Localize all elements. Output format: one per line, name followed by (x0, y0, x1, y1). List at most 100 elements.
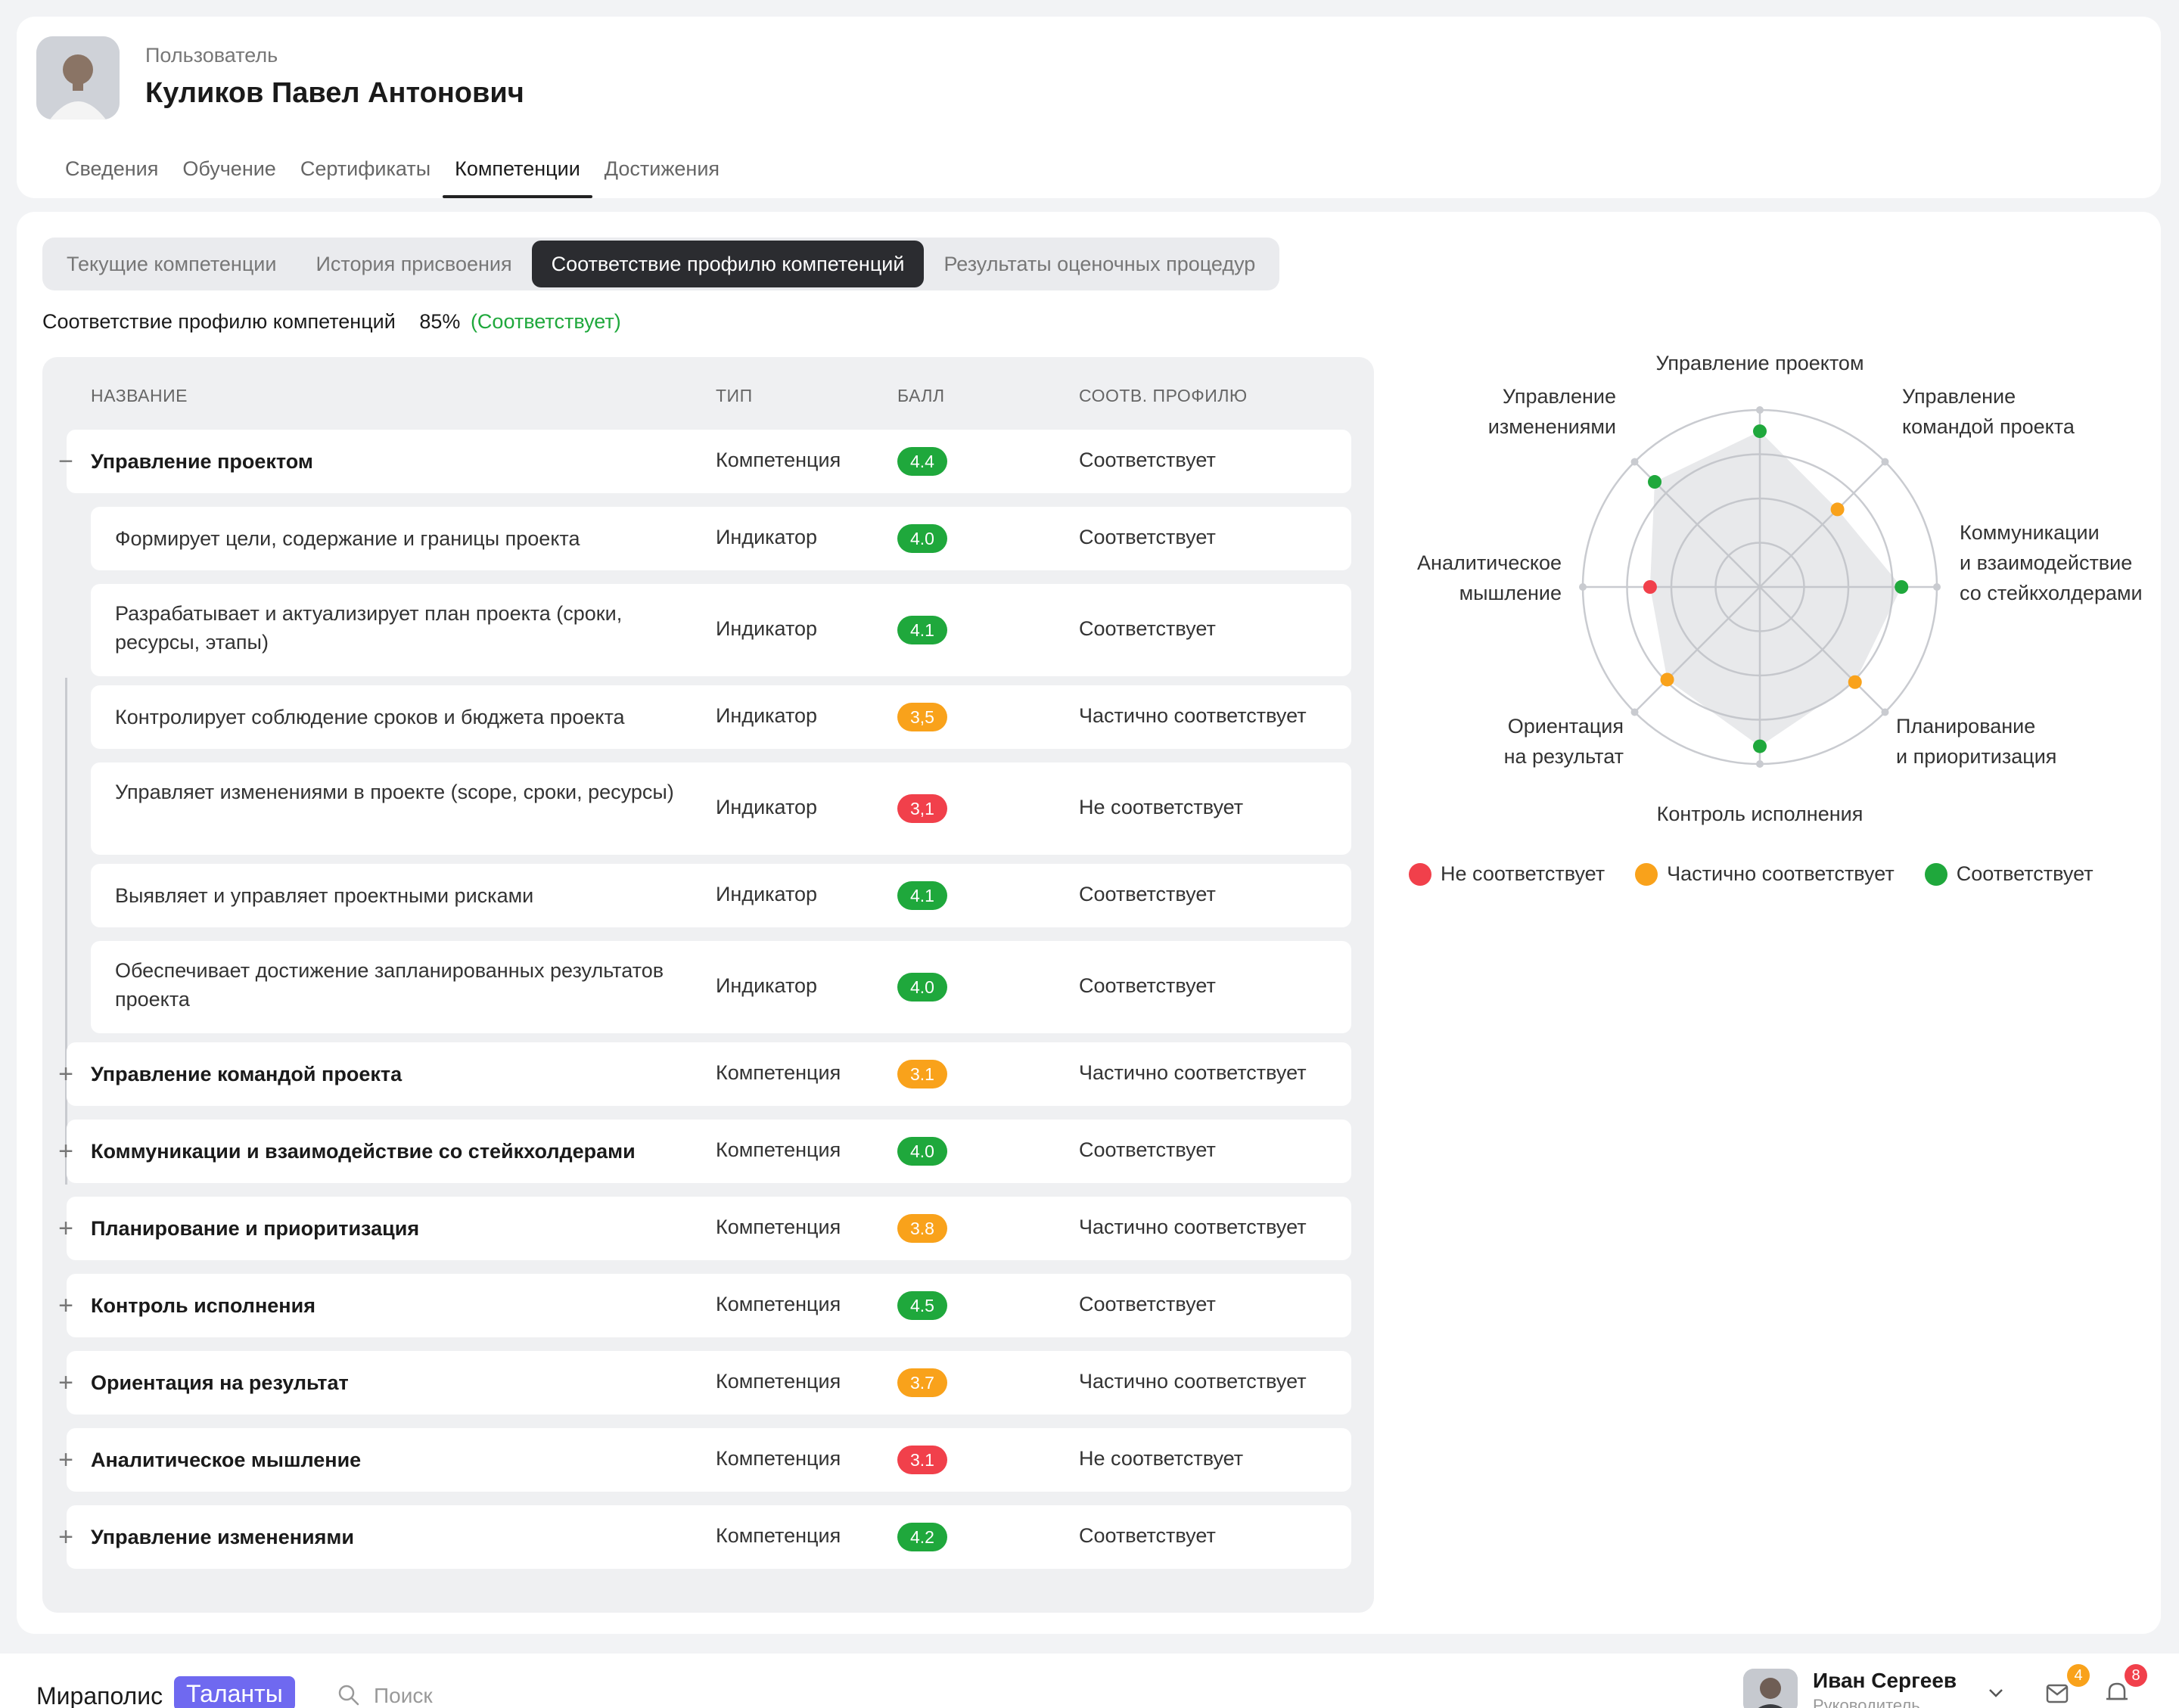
row-match-status: Соответствует (1079, 1293, 1216, 1315)
tab-achievements[interactable]: Достижения (604, 157, 720, 180)
radar-axis-end (1579, 583, 1587, 591)
radar-axis-label: Контроль исполнения (1571, 799, 1949, 829)
row-type: Индикатор (716, 617, 818, 640)
subtab-profile-match[interactable]: Соответствие профилю компетенций (531, 241, 925, 287)
tab-training[interactable]: Обучение (182, 157, 276, 180)
competency-name: Коммуникации и взаимодействие со стейкхо… (91, 1140, 636, 1163)
competency-row[interactable]: Аналитическое мышление Компетенция 3.1 Не с… (67, 1428, 1351, 1492)
user-label: Пользователь (145, 44, 278, 67)
indicator-row[interactable]: Контролирует соблюдение сроков и бюджета… (91, 685, 1351, 749)
score-badge: 4.1 (897, 881, 947, 910)
competency-row[interactable]: Управление командой проекта Компетенция 3.… (67, 1042, 1351, 1106)
indicator-row[interactable]: Формирует цели, содержание и границы про… (91, 507, 1351, 570)
score-badge: 4.0 (897, 1137, 947, 1166)
radar-point (1753, 739, 1767, 753)
competency-name: Контроль исполнения (91, 1294, 316, 1317)
score-badge: 3.7 (897, 1368, 947, 1397)
indicator-row[interactable]: Обеспечивает достижение запланированных … (91, 941, 1351, 1033)
row-match-status: Соответствует (1079, 449, 1216, 471)
expand-icon[interactable]: + (58, 1446, 73, 1474)
radar-axis-label-line: Планирование (1896, 715, 2036, 738)
messages-icon[interactable] (2043, 1676, 2076, 1708)
tab-competencies[interactable]: Компетенции (443, 153, 592, 198)
tab-info[interactable]: Сведения (65, 157, 159, 180)
score-badge: 4.2 (897, 1523, 947, 1551)
subtab-history[interactable]: История присвоения (316, 253, 512, 275)
radar-axis-label-line: и приоритизация (1896, 745, 2057, 768)
row-match-status: Соответствует (1079, 1524, 1216, 1547)
row-match-status: Не соответствует (1079, 796, 1244, 818)
search-input[interactable]: Поиск (374, 1684, 433, 1707)
subtab-assessment-results[interactable]: Результаты оценочных процедур (943, 253, 1256, 275)
row-type: Компетенция (716, 1524, 841, 1547)
row-match-status: Соответствует (1079, 883, 1216, 905)
current-user-name[interactable]: Иван Сергеев (1813, 1669, 1957, 1692)
messages-count-badge: 4 (2067, 1664, 2090, 1687)
search-icon[interactable] (337, 1684, 360, 1706)
page-title: Куликов Павел Антонович (145, 77, 524, 109)
radar-axis-label-line: Управление (1502, 385, 1616, 408)
row-match-status: Соответствует (1079, 526, 1216, 548)
expand-icon[interactable]: + (58, 1060, 73, 1088)
expand-icon[interactable]: + (58, 1523, 73, 1551)
brand-tag[interactable]: Таланты (174, 1676, 295, 1708)
score-badge: 3.1 (897, 1060, 947, 1088)
radar-axis-label-line: Контроль исполнения (1656, 803, 1863, 825)
radar-point (1895, 580, 1909, 594)
indicator-name: Формирует цели, содержание и границы про… (115, 527, 580, 550)
indicator-name: Управляет изменениями в проекте (scope, … (115, 781, 674, 803)
score-badge: 4.0 (897, 973, 947, 1002)
radar-axis-label-line: Управление проектом (1655, 352, 1864, 374)
legend-label-orange: Частично соответствует (1667, 862, 1895, 885)
score-badge: 4.4 (897, 447, 947, 476)
summary-status: (Соответствует) (470, 310, 621, 333)
indicator-name: Контролирует соблюдение сроков и бюджета… (115, 706, 625, 728)
indicator-row[interactable]: Разрабатывает и актуализирует план проек… (91, 584, 1351, 676)
radar-point (1753, 424, 1767, 439)
subtab-current[interactable]: Текущие компетенции (67, 253, 277, 275)
row-match-status: Соответствует (1079, 974, 1216, 997)
chevron-down-icon[interactable] (1985, 1682, 2006, 1703)
indicator-row[interactable]: Выявляет и управляет проектными рисками И… (91, 864, 1351, 927)
row-match-status: Не соответствует (1079, 1447, 1244, 1470)
radar-axis-label: Планирование и приоритизация (1896, 711, 2056, 772)
competency-row[interactable]: Управление проектом Компетенция 4.4 Соответ… (67, 430, 1351, 493)
expand-icon[interactable]: + (58, 1368, 73, 1397)
bottom-bar: Мираполис Таланты Поиск Иван Сергеев Рук… (0, 1654, 2179, 1708)
radar-point (1848, 675, 1862, 689)
score-badge: 4.0 (897, 524, 947, 553)
avatar (36, 36, 120, 120)
radar-area (1649, 431, 1902, 747)
radar-point (1643, 580, 1657, 594)
subtabs: Текущие компетенции История присвоения С… (42, 238, 1280, 290)
expand-icon[interactable]: + (58, 1137, 73, 1166)
bell-icon[interactable] (2100, 1676, 2134, 1708)
competency-row[interactable]: Управление изменениями Компетенция 4.2 Соот… (67, 1505, 1351, 1569)
row-type: Индикатор (716, 796, 818, 818)
chart-legend: Не соответствует Частично соответствует … (1409, 862, 2094, 886)
legend-dot-red (1409, 862, 1431, 886)
radar-point (1830, 502, 1845, 517)
expand-icon[interactable]: + (58, 1291, 73, 1320)
row-type: Индикатор (716, 974, 818, 997)
competency-row[interactable]: Контроль исполнения Компетенция 4.5 Соответ… (67, 1274, 1351, 1337)
col-header-match: СООТВ. ПРОФИЛЮ (1079, 386, 1248, 405)
tab-certificates[interactable]: Сертификаты (300, 157, 431, 180)
competency-row[interactable]: Планирование и приоритизация Компетенция 3… (67, 1197, 1351, 1260)
legend-label-green: Соответствует (1956, 862, 2094, 885)
col-header-score: БАЛЛ (897, 386, 945, 405)
expand-icon[interactable]: + (58, 1214, 73, 1243)
radar-axis-line (1633, 586, 1761, 713)
indicator-row[interactable]: Управляет изменениями в проекте (scope, … (91, 762, 1351, 855)
competency-row[interactable]: Коммуникации и взаимодействие со стейкхо… (67, 1120, 1351, 1183)
radar-axis-end (1630, 458, 1639, 466)
brand-logo[interactable]: Мираполис (36, 1682, 163, 1708)
row-match-status: Частично соответствует (1079, 704, 1307, 727)
radar-point (1660, 672, 1674, 687)
radar-axis-end (1933, 583, 1941, 591)
radar-axis-line (1759, 586, 1886, 713)
current-user-avatar[interactable] (1743, 1669, 1798, 1708)
competency-row[interactable]: Ориентация на результат Компетенция 3.7 Час… (67, 1351, 1351, 1415)
collapse-icon[interactable]: − (58, 447, 73, 476)
score-badge: 4.5 (897, 1291, 947, 1320)
